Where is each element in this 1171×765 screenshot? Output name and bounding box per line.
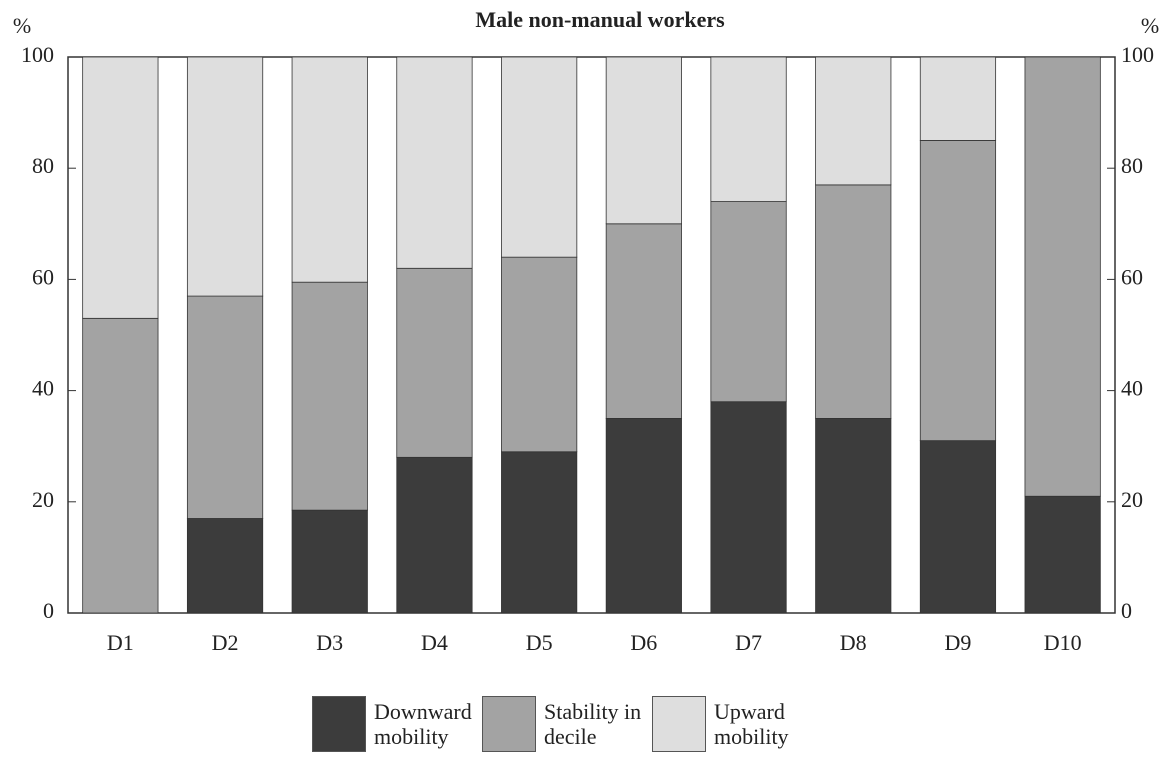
y-tick-label: 60 bbox=[32, 264, 54, 289]
x-tick-label: D6 bbox=[630, 630, 657, 655]
legend-label: Stability in decile bbox=[544, 699, 642, 749]
bar-segment bbox=[605, 56, 682, 225]
bar-segment bbox=[82, 317, 159, 614]
plot-frame bbox=[67, 56, 1116, 614]
bar-segment bbox=[919, 56, 997, 141]
y2-tick-label: 20 bbox=[1121, 487, 1143, 512]
bar-segment bbox=[396, 456, 473, 614]
x-tick-label: D2 bbox=[212, 630, 239, 655]
legend-swatch bbox=[652, 696, 706, 752]
legend-label: Upward mobility bbox=[714, 699, 789, 749]
y-tick-label: 0 bbox=[43, 598, 54, 623]
y-tick-label: 20 bbox=[32, 487, 54, 512]
bar-segment bbox=[501, 256, 578, 453]
bar-segment bbox=[710, 401, 787, 614]
x-tick-label: D3 bbox=[316, 630, 343, 655]
y2-tick-label: 0 bbox=[1121, 598, 1132, 623]
legend: Downward mobility Stability in decile Upwa… bbox=[312, 696, 814, 752]
bar-segment bbox=[501, 56, 578, 258]
x-tick-label: D5 bbox=[526, 630, 553, 655]
legend-item: Upward mobility bbox=[652, 696, 814, 752]
bar-segment bbox=[186, 295, 264, 519]
legend-item: Stability in decile bbox=[482, 696, 644, 752]
y-tick-label: 100 bbox=[21, 42, 54, 67]
bar-segment bbox=[815, 417, 892, 614]
legend-item: Downward mobility bbox=[312, 696, 474, 752]
x-tick-label: D1 bbox=[107, 630, 134, 655]
bar-segment bbox=[82, 56, 159, 319]
x-tick-label: D7 bbox=[735, 630, 762, 655]
bar-segment bbox=[815, 184, 892, 419]
bar-segment bbox=[710, 56, 787, 202]
legend-label: Downward mobility bbox=[374, 699, 472, 749]
y2-tick-label: 100 bbox=[1121, 42, 1154, 67]
bar-segment bbox=[1024, 56, 1101, 497]
bar-segment bbox=[186, 56, 264, 297]
y2-tick-label: 80 bbox=[1121, 153, 1143, 178]
bar-segment bbox=[396, 267, 473, 458]
bar-segment bbox=[291, 509, 368, 614]
x-tick-label: D8 bbox=[840, 630, 867, 655]
y-tick-label: 80 bbox=[32, 153, 54, 178]
chart: Male non-manual workers % % 0 20 40 60 80 100… bbox=[13, 7, 1159, 655]
y2-tick-label: 40 bbox=[1121, 376, 1143, 401]
chart-title: Male non-manual workers bbox=[475, 7, 725, 32]
x-tick-label: D4 bbox=[421, 630, 448, 655]
y2-axis-label: % bbox=[1141, 13, 1159, 38]
legend-swatch bbox=[312, 696, 366, 752]
bar-segment bbox=[919, 440, 997, 614]
y2-tick-label: 60 bbox=[1121, 264, 1143, 289]
bar-segment bbox=[919, 139, 997, 442]
y-tick-label: 40 bbox=[32, 376, 54, 401]
bar-segment bbox=[605, 417, 682, 614]
bar-segment bbox=[1024, 495, 1101, 614]
bar-segment bbox=[605, 223, 682, 419]
legend-swatch bbox=[482, 696, 536, 752]
bar-segment bbox=[815, 56, 892, 186]
y-axis-label: % bbox=[13, 13, 31, 38]
bar-segment bbox=[186, 518, 264, 614]
bar-segment bbox=[710, 201, 787, 403]
bar-segment bbox=[501, 451, 578, 614]
bar-segment bbox=[291, 281, 368, 511]
bar-segment bbox=[291, 56, 368, 283]
x-tick-label: D9 bbox=[945, 630, 972, 655]
bar-segment bbox=[396, 56, 473, 269]
x-tick-label: D10 bbox=[1044, 630, 1082, 655]
